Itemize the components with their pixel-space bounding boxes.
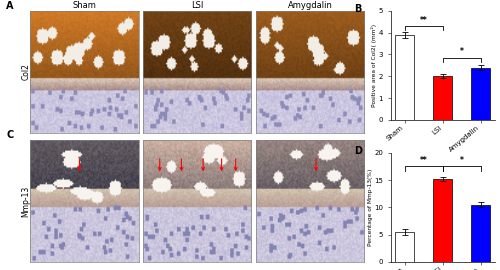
Text: C: C — [6, 130, 14, 140]
Y-axis label: Percentage of Mmp-13(%): Percentage of Mmp-13(%) — [368, 169, 372, 246]
Text: B: B — [354, 4, 362, 14]
Bar — [396, 35, 414, 120]
Y-axis label: Col2: Col2 — [22, 63, 30, 80]
Bar — [396, 232, 414, 262]
Bar — [434, 179, 452, 262]
Text: **: ** — [420, 16, 428, 25]
Text: D: D — [354, 146, 362, 156]
Title: Amygdalin: Amygdalin — [288, 1, 333, 10]
Title: Sham: Sham — [72, 1, 96, 10]
Bar — [472, 205, 490, 262]
Bar — [472, 68, 490, 120]
Title: LSI: LSI — [191, 1, 203, 10]
Text: *: * — [460, 156, 464, 165]
Text: *: * — [460, 48, 464, 56]
Y-axis label: Positive area of Col2( (mm²): Positive area of Col2( (mm²) — [371, 24, 377, 107]
Y-axis label: Mmp-13: Mmp-13 — [22, 185, 30, 217]
Text: **: ** — [420, 156, 428, 165]
Bar — [434, 76, 452, 120]
Text: A: A — [6, 1, 14, 11]
